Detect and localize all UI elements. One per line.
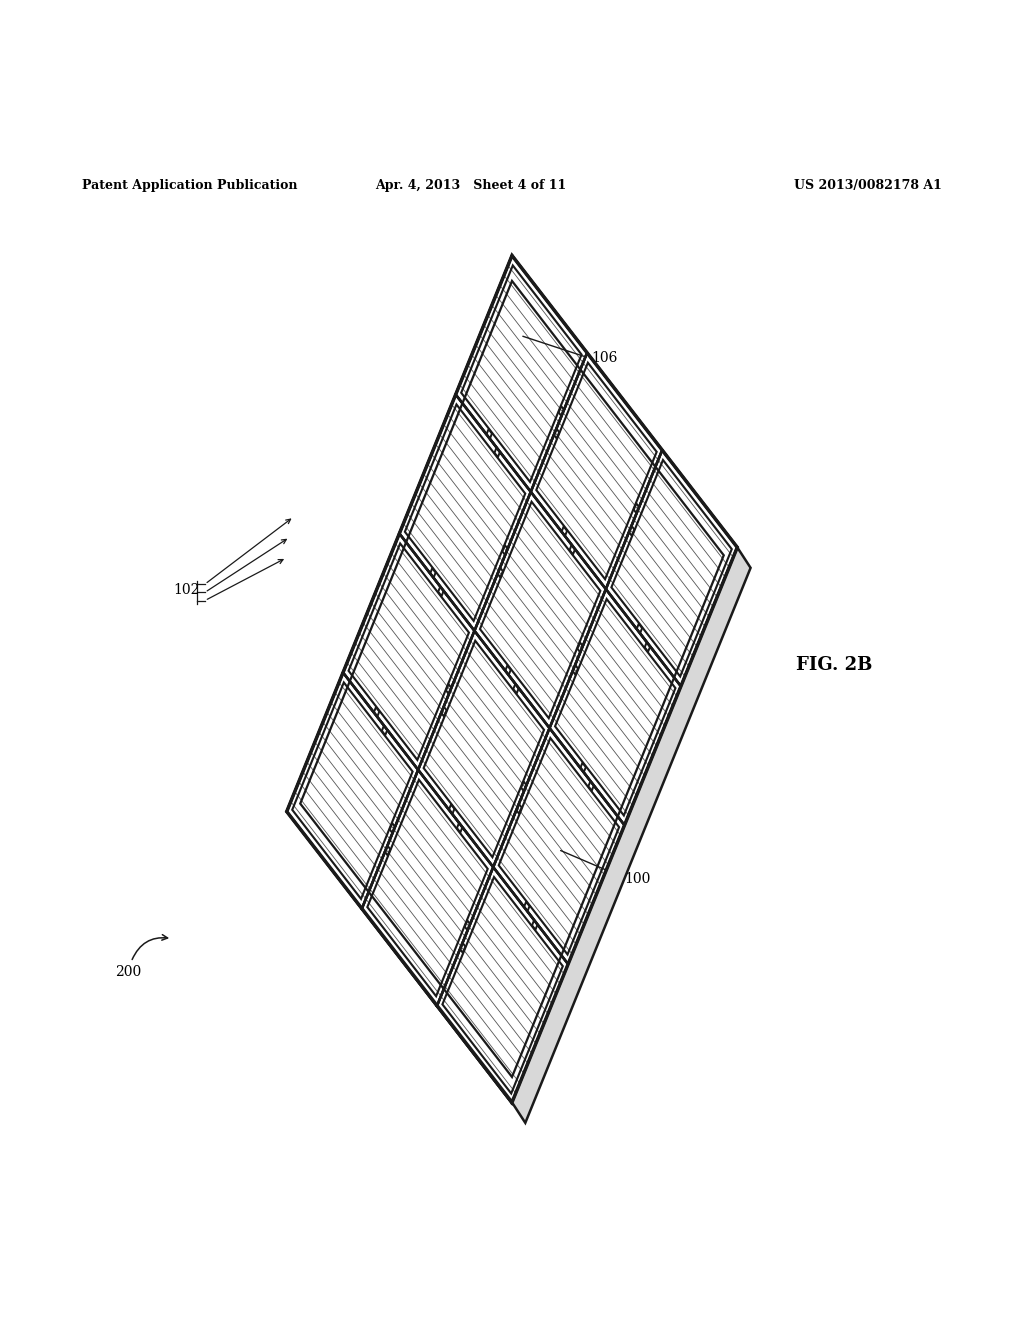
Polygon shape — [530, 352, 663, 589]
Text: 106: 106 — [591, 351, 617, 364]
Polygon shape — [437, 867, 568, 1104]
Text: 200: 200 — [115, 965, 141, 979]
Polygon shape — [287, 673, 418, 909]
Polygon shape — [418, 631, 550, 867]
Text: FIG. 2B: FIG. 2B — [797, 656, 872, 675]
Text: Patent Application Publication: Patent Application Publication — [82, 180, 297, 193]
Polygon shape — [361, 770, 494, 1006]
Polygon shape — [550, 589, 681, 825]
Polygon shape — [343, 533, 474, 770]
Polygon shape — [494, 729, 625, 965]
Polygon shape — [606, 450, 737, 686]
Polygon shape — [456, 256, 587, 492]
Polygon shape — [474, 492, 606, 729]
Text: Apr. 4, 2013   Sheet 4 of 11: Apr. 4, 2013 Sheet 4 of 11 — [376, 180, 566, 193]
Polygon shape — [512, 548, 751, 1123]
Text: 102: 102 — [173, 583, 200, 597]
Polygon shape — [399, 395, 530, 631]
Text: 100: 100 — [625, 873, 651, 886]
Text: US 2013/0082178 A1: US 2013/0082178 A1 — [795, 180, 942, 193]
